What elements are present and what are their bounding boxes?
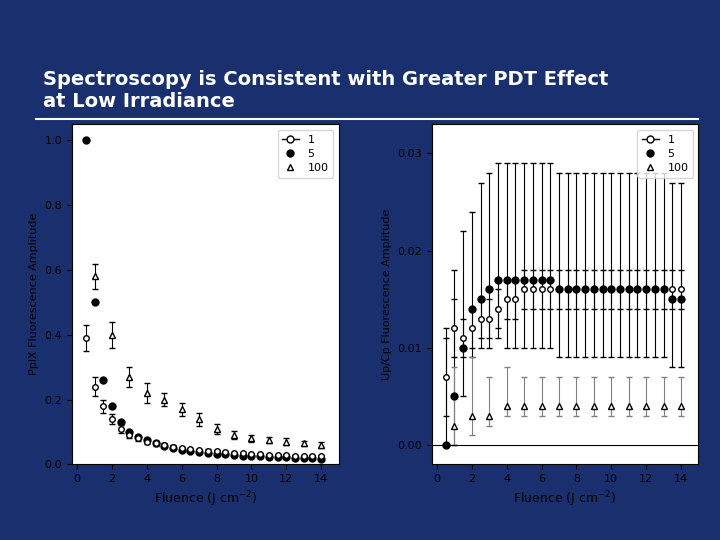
Text: Spectroscopy is Consistent with Greater PDT Effect
at Low Irradiance: Spectroscopy is Consistent with Greater … [43,70,608,111]
Y-axis label: Up/Cp Fluorescence Amplitude: Up/Cp Fluorescence Amplitude [382,208,392,380]
Legend: 1, 5, 100: 1, 5, 100 [277,130,333,178]
X-axis label: Fluence (J cm$^{-2}$): Fluence (J cm$^{-2}$) [153,490,257,509]
Legend: 1, 5, 100: 1, 5, 100 [637,130,693,178]
Y-axis label: PpIX Fluorescence Amplitude: PpIX Fluorescence Amplitude [29,213,39,375]
X-axis label: Fluence (J cm$^{-2}$): Fluence (J cm$^{-2}$) [513,490,617,509]
